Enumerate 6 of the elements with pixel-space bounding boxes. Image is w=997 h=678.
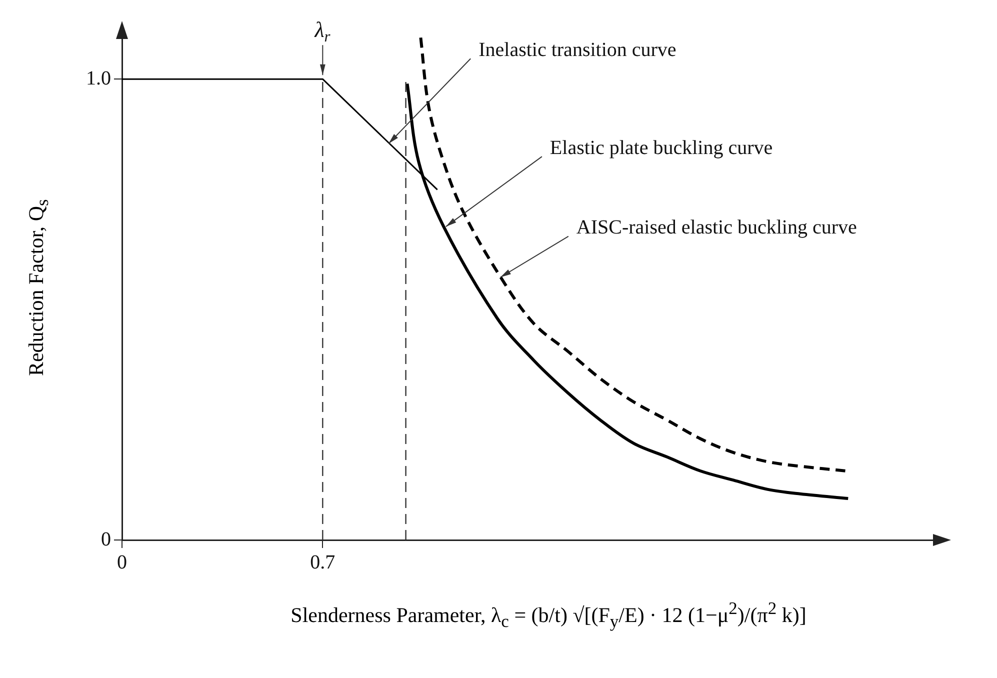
annotation: Inelastic transition curve — [478, 38, 676, 61]
text: Slenderness Parameter, λ$_{c}$ = (b/t) √[(F$_{y}$/E) · 12 (1−μ$^{2}$)/(π$^{2}$ k)] — [290, 598, 806, 632]
x-tick-label: 0.7 — [310, 551, 336, 574]
annotation: Elastic plate buckling curve — [550, 136, 773, 159]
y-tick-label: 1.0 — [86, 67, 111, 90]
annotation: AISC-raised elastic buckling curve — [576, 216, 857, 239]
